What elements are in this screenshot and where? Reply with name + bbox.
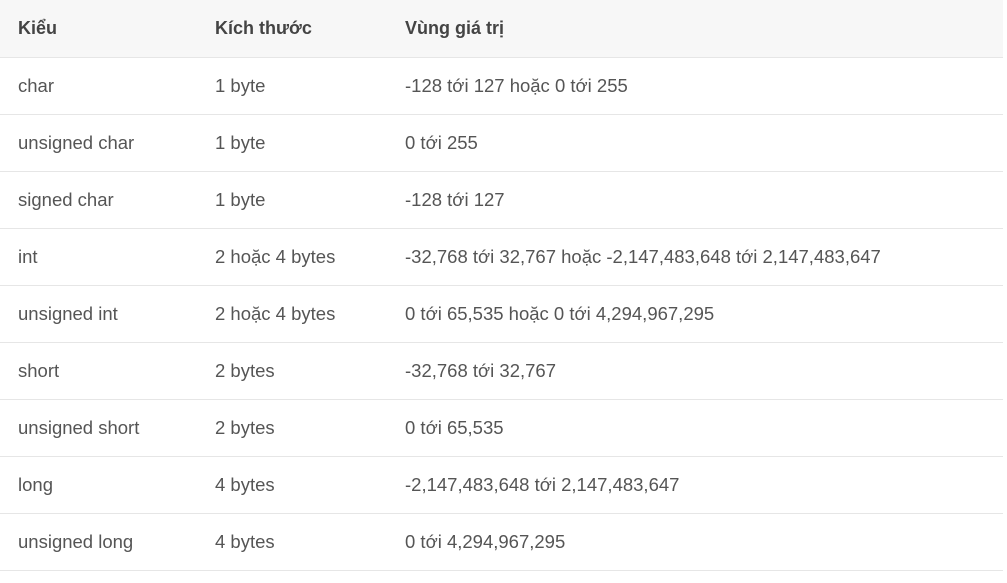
cell-type: char bbox=[0, 57, 197, 115]
cell-range: -128 tới 127 bbox=[387, 171, 1003, 229]
header-row: Kiểu Kích thước Vùng giá trị bbox=[0, 0, 1003, 58]
cell-type: signed char bbox=[0, 171, 197, 229]
data-types-table: Kiểu Kích thước Vùng giá trị char 1 byte… bbox=[0, 0, 1003, 571]
cell-type: unsigned int bbox=[0, 285, 197, 343]
table-row: unsigned long 4 bytes 0 tới 4,294,967,29… bbox=[0, 513, 1003, 571]
table-row: unsigned short 2 bytes 0 tới 65,535 bbox=[0, 399, 1003, 457]
cell-size: 4 bytes bbox=[197, 513, 387, 571]
cell-type: int bbox=[0, 228, 197, 286]
cell-range: 0 tới 65,535 hoặc 0 tới 4,294,967,295 bbox=[387, 285, 1003, 343]
cell-size: 1 byte bbox=[197, 57, 387, 115]
cell-type: long bbox=[0, 456, 197, 514]
table-header: Kiểu Kích thước Vùng giá trị bbox=[0, 0, 1003, 58]
header-type: Kiểu bbox=[0, 0, 197, 58]
table-row: unsigned char 1 byte 0 tới 255 bbox=[0, 114, 1003, 172]
cell-type: short bbox=[0, 342, 197, 400]
cell-size: 4 bytes bbox=[197, 456, 387, 514]
cell-type: unsigned long bbox=[0, 513, 197, 571]
cell-range: -128 tới 127 hoặc 0 tới 255 bbox=[387, 57, 1003, 115]
cell-size: 2 hoặc 4 bytes bbox=[197, 228, 387, 286]
cell-range: -32,768 tới 32,767 hoặc -2,147,483,648 t… bbox=[387, 228, 1003, 286]
cell-size: 2 bytes bbox=[197, 399, 387, 457]
header-size: Kích thước bbox=[197, 0, 387, 58]
table-body: char 1 byte -128 tới 127 hoặc 0 tới 255 … bbox=[0, 57, 1003, 571]
table-row: long 4 bytes -2,147,483,648 tới 2,147,48… bbox=[0, 456, 1003, 514]
cell-size: 2 hoặc 4 bytes bbox=[197, 285, 387, 343]
cell-size: 2 bytes bbox=[197, 342, 387, 400]
header-range: Vùng giá trị bbox=[387, 0, 1003, 58]
cell-size: 1 byte bbox=[197, 171, 387, 229]
table-row: short 2 bytes -32,768 tới 32,767 bbox=[0, 342, 1003, 400]
cell-range: 0 tới 4,294,967,295 bbox=[387, 513, 1003, 571]
cell-range: -32,768 tới 32,767 bbox=[387, 342, 1003, 400]
cell-range: 0 tới 255 bbox=[387, 114, 1003, 172]
table-row: int 2 hoặc 4 bytes -32,768 tới 32,767 ho… bbox=[0, 228, 1003, 286]
cell-range: -2,147,483,648 tới 2,147,483,647 bbox=[387, 456, 1003, 514]
cell-size: 1 byte bbox=[197, 114, 387, 172]
cell-type: unsigned short bbox=[0, 399, 197, 457]
cell-range: 0 tới 65,535 bbox=[387, 399, 1003, 457]
table-row: unsigned int 2 hoặc 4 bytes 0 tới 65,535… bbox=[0, 285, 1003, 343]
table-row: char 1 byte -128 tới 127 hoặc 0 tới 255 bbox=[0, 57, 1003, 115]
cell-type: unsigned char bbox=[0, 114, 197, 172]
table-row: signed char 1 byte -128 tới 127 bbox=[0, 171, 1003, 229]
